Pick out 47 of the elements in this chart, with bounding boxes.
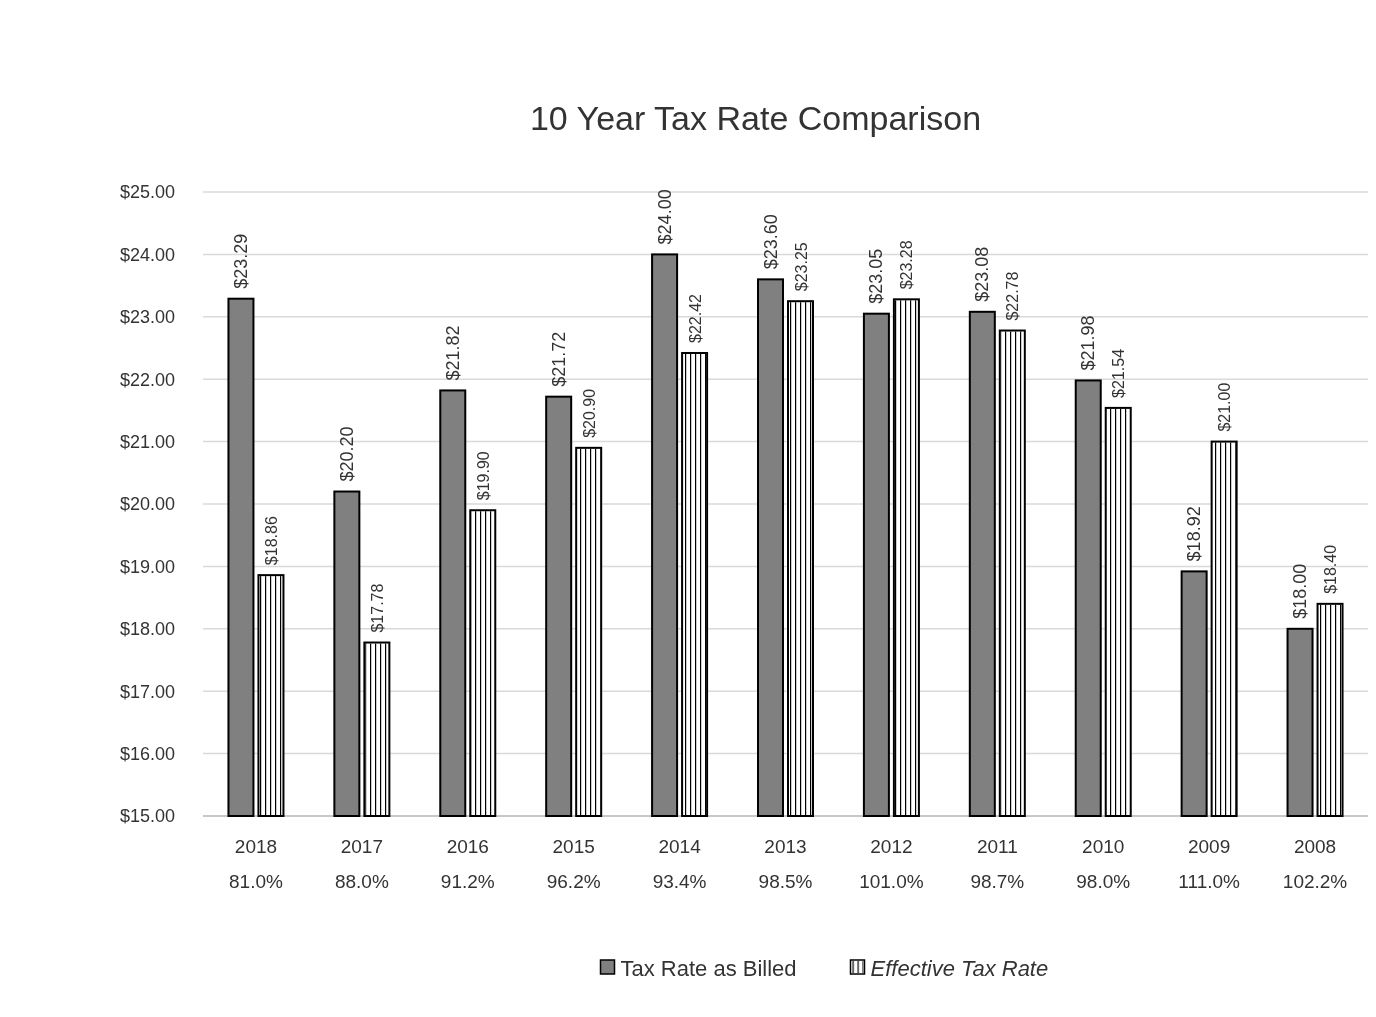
- data-label: $23.28: [898, 240, 916, 290]
- x-tick-label: 2012 101.0%: [859, 836, 924, 892]
- data-label: $18.00: [1290, 563, 1311, 619]
- y-tick-label: $20.00: [119, 494, 175, 515]
- x-tick-label: 2013 98.5%: [758, 836, 813, 892]
- data-label: $19.90: [474, 451, 492, 501]
- x-tick-label: 2009 111.0%: [1178, 836, 1241, 892]
- y-tick-label: $23.00: [119, 307, 175, 328]
- y-tick-label: $19.00: [119, 556, 175, 577]
- x-tick-label: 2011 98.7%: [970, 836, 1025, 892]
- data-label: $21.98: [1078, 315, 1099, 371]
- x-tick-label: 2016 91.2%: [440, 836, 495, 892]
- y-tick-label: $21.00: [119, 431, 175, 452]
- data-label: $21.82: [442, 325, 463, 381]
- x-tick-label: 2018 81.0%: [229, 836, 283, 892]
- legend-label: Effective Tax Rate: [870, 955, 1049, 981]
- data-label: $22.78: [1004, 271, 1022, 321]
- data-label: $17.78: [368, 583, 386, 633]
- data-label: $23.60: [760, 214, 781, 270]
- x-tick-label: 2017 88.0%: [334, 836, 389, 892]
- x-tick-label: 2014 93.4%: [652, 836, 707, 892]
- data-label: $20.20: [336, 426, 357, 482]
- chart-title: 10 Year Tax Rate Comparison: [529, 99, 982, 137]
- x-tick-label: 2015 96.2%: [546, 836, 601, 892]
- data-label: $21.72: [548, 331, 569, 387]
- x-tick-label: 2010 98.0%: [1076, 836, 1131, 892]
- y-tick-label: $15.00: [119, 806, 175, 827]
- data-label: $21.54: [1110, 348, 1128, 398]
- y-tick-label: $18.00: [119, 619, 175, 640]
- data-label: $23.05: [866, 248, 887, 304]
- data-label: $22.42: [686, 293, 704, 343]
- data-label: $23.29: [230, 233, 251, 289]
- data-label: $23.08: [972, 246, 993, 302]
- data-label: $18.92: [1184, 506, 1205, 562]
- y-tick-label: $25.00: [119, 182, 175, 203]
- legend-label: Tax Rate as Billed: [620, 955, 797, 981]
- y-tick-label: $22.00: [119, 369, 175, 390]
- data-label: $20.90: [580, 388, 598, 438]
- data-label: $21.00: [1216, 382, 1234, 432]
- y-tick-label: $24.00: [119, 244, 175, 265]
- x-tick-label: 2008 102.2%: [1282, 836, 1348, 892]
- data-label: $23.25: [792, 242, 810, 292]
- data-label: $18.86: [262, 516, 280, 566]
- y-tick-label: $17.00: [119, 681, 175, 702]
- data-label: $18.40: [1322, 544, 1340, 594]
- y-tick-label: $16.00: [119, 743, 175, 764]
- data-label: $24.00: [654, 189, 675, 245]
